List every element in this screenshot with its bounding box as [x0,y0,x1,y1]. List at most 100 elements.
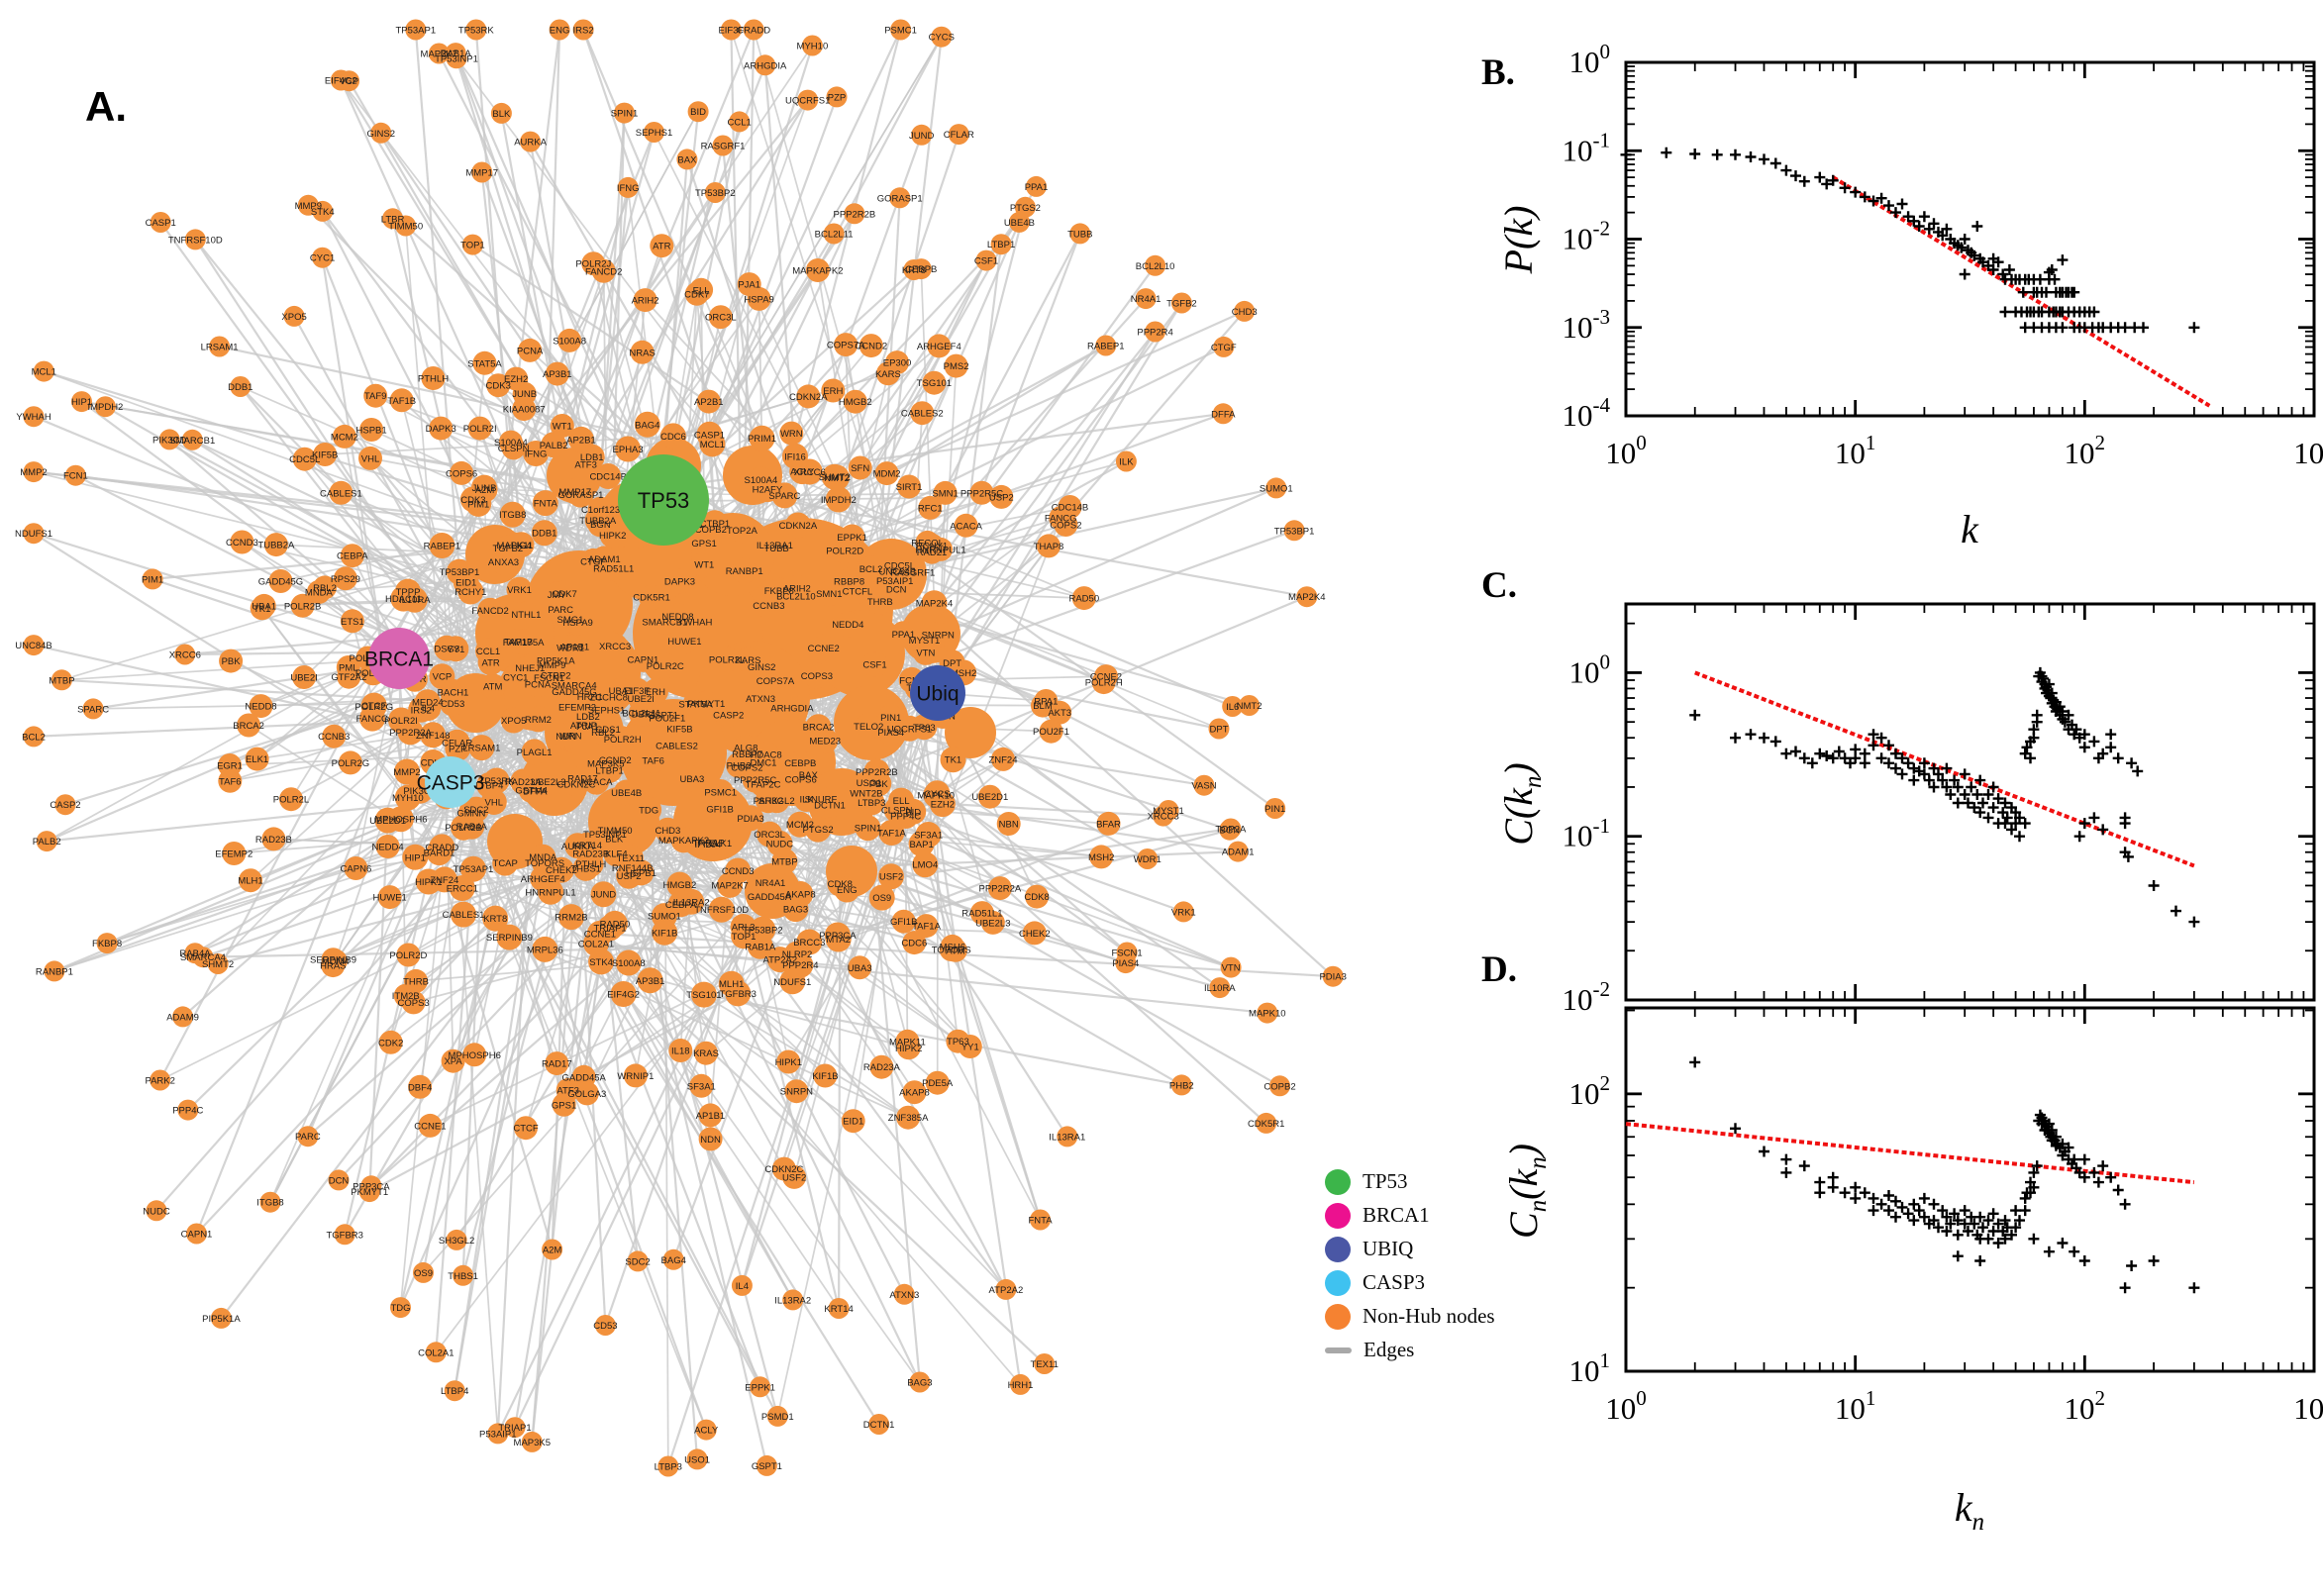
network-edge [767,799,971,1047]
network-legend: TP53 BRCA1 UBIQ CASP3 Non-Hub nodes Edges [1325,1168,1495,1363]
data-point [1839,1187,1851,1199]
gene-node [940,747,966,773]
plot-ticks [1624,1008,2316,1373]
data-point [1902,1208,1914,1220]
x-tick-label: 102 [2065,431,2106,470]
data-point [1745,729,1757,741]
data-point [2132,765,2144,777]
gene-node [731,557,758,584]
x-tick-label: 103 [2293,431,2323,470]
y-tick-label: 102 [1568,1071,1610,1111]
plot-panel-d: 100101102103102101Cn(kn)kn [1501,1006,2323,1536]
data-point [1780,1166,1792,1178]
x-tick-label: 101 [1835,431,1876,470]
network-edge [662,99,809,501]
data-point [2188,322,2200,334]
network-edge [303,444,555,678]
data-point [1890,1211,1901,1223]
data-point [1952,1229,1964,1241]
data-point [2138,322,2149,334]
network-edge [368,820,389,1192]
data-point [1890,762,1901,774]
gene-node [387,806,414,833]
network-edge [430,941,810,1127]
gene-node [681,609,708,636]
gene-node [671,628,698,654]
data-point [2112,752,2124,764]
gene-node [784,512,811,539]
data-point [2057,322,2069,334]
gene-node [821,463,848,490]
node-swatch-icon [1325,1303,1351,1330]
gene-node [900,798,927,825]
gene-node [729,517,756,544]
data-point [1730,1123,1741,1135]
network-edge [844,412,1224,552]
panel-label-c: C. [1481,565,1517,606]
gene-node [748,685,774,712]
data-point [2031,709,2043,721]
data-point [2119,1198,2131,1210]
data-point [2019,1205,2031,1217]
data-point [2049,273,2061,285]
network-edge [202,945,760,958]
network-edge [344,436,409,798]
data-point [1908,774,1920,786]
data-point [2188,916,2200,928]
y-tick-label: 10-3 [1562,305,1610,345]
network-edge [705,980,793,1054]
data-point [1959,1205,1970,1217]
gene-node [496,924,523,950]
gene-node [630,646,656,672]
node-swatch-icon [1325,1202,1351,1229]
y-axis-title-b: P(k) [1496,206,1541,275]
gene-node [596,756,623,783]
data-point [1759,153,1769,165]
data-point [2014,831,2025,843]
y-axis-title-d: Cn(kn) [1501,1144,1552,1239]
data-point [2092,1176,2104,1188]
gene-node [708,896,735,923]
network-edge [650,979,855,1122]
data-point [2097,824,2109,836]
data-point [1769,736,1781,748]
network-edge [837,883,842,1309]
gene-node [651,903,677,930]
gene-node [765,577,792,604]
data-point [1850,1181,1862,1193]
gene-node [640,747,666,773]
network-edge [195,720,403,1235]
panel-label-a: A. [85,83,127,130]
gene-node [388,707,414,734]
gene-node [457,578,484,605]
gene-node [530,844,556,870]
gene-node [715,701,742,728]
node-swatch-icon [1325,1168,1351,1195]
gene-node [666,568,693,594]
data-point [1827,1181,1839,1193]
scatter-points-c [1689,666,2200,928]
data-point [2073,831,2085,843]
gene-node [360,693,387,720]
data-point [2105,729,2117,741]
gene-node [825,486,852,513]
y-tick-label: 10-4 [1562,393,1610,433]
gene-node [460,855,486,882]
data-point [1827,752,1839,764]
gene-node [810,635,837,661]
data-point [1918,211,1930,223]
gene-node [610,981,637,1007]
gene-node [639,584,664,611]
data-point [1883,200,1894,212]
data-point [2019,1192,2031,1204]
data-point [2171,905,2181,917]
data-point [2078,742,2090,753]
data-point [1966,781,1977,793]
data-point [2119,818,2131,830]
data-point [1952,797,1964,809]
data-point [1883,740,1894,751]
legend-item-edges: Edges [1325,1337,1495,1363]
data-point [1987,1208,1999,1220]
data-point [2119,1282,2131,1294]
